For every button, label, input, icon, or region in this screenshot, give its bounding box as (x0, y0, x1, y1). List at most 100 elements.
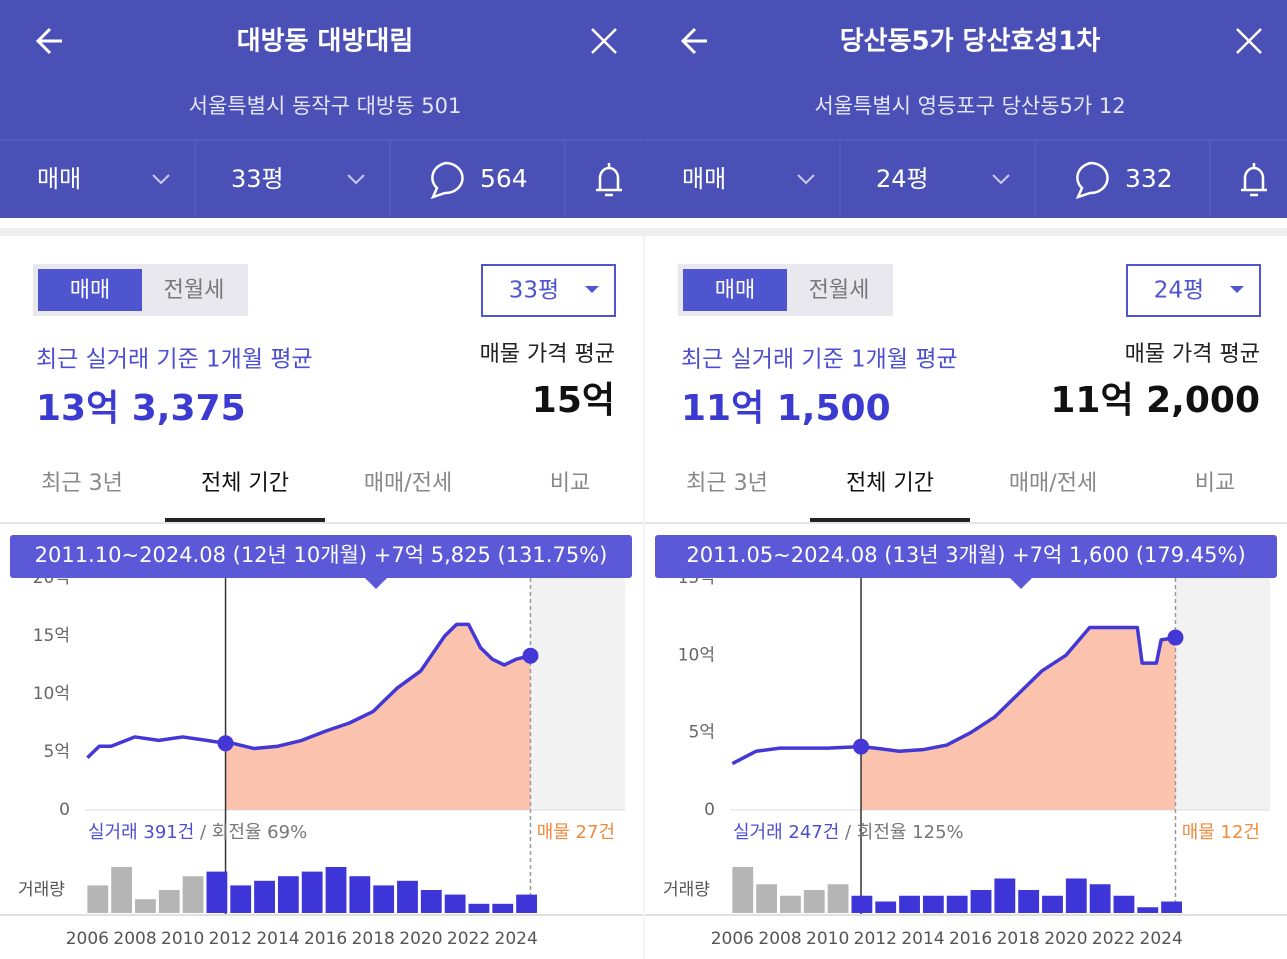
x-tick-label: 2016 (304, 929, 347, 949)
comment-count[interactable]: 332 (1125, 164, 1173, 193)
x-tick-label: 2010 (806, 929, 849, 949)
x-tick-label: 2006 (66, 929, 109, 949)
listing-price: 11억 2,000 (1050, 380, 1260, 421)
volume-bar (87, 885, 109, 913)
tab[interactable]: 전체 기간 (846, 471, 934, 496)
y-tick-label: 10억 (678, 645, 715, 665)
volume-bar (277, 876, 299, 913)
volume-bar (970, 890, 992, 913)
tab[interactable]: 비교 (550, 471, 590, 496)
x-tick-label: 2020 (399, 929, 442, 949)
segment-active (38, 269, 142, 311)
price-line (86, 622, 531, 760)
size-select[interactable]: 33평 (231, 165, 284, 193)
tooltip-bg (10, 535, 632, 578)
recent-price: 11억 1,500 (681, 388, 891, 429)
y-tick-label: 5억 (689, 723, 715, 743)
segment[interactable]: 매매 (715, 278, 755, 303)
x-tick-label: 2018 (352, 929, 395, 949)
close-button[interactable] (591, 28, 617, 54)
x-tick-label: 2008 (758, 929, 801, 949)
x-tick-label: 2014 (901, 929, 944, 949)
listing-label: 매물 가격 평균 (480, 342, 615, 367)
panel-split (643, 236, 645, 959)
volume-label: 거래량 (663, 880, 710, 900)
segment[interactable]: 매매 (70, 278, 110, 303)
tooltip-bg (655, 535, 1277, 578)
bell-icon[interactable] (1241, 163, 1267, 197)
volume-bar (182, 876, 204, 913)
turnover: / 회전율 69% (200, 822, 307, 843)
volume-bar (254, 880, 275, 913)
bell-icon[interactable] (596, 163, 622, 197)
y-tick-label: 15억 (33, 626, 70, 646)
volume-bar (1018, 890, 1040, 913)
price-line (731, 625, 1176, 766)
volume-bar (301, 871, 323, 913)
period-point (217, 735, 234, 752)
back-button[interactable] (680, 27, 707, 55)
volume-bar (803, 890, 825, 913)
y-tick-label: 0 (704, 800, 715, 820)
volume-bar (516, 894, 537, 913)
tooltip-text: 2011.10~2024.08 (12년 10개월) +7억 5,825 (13… (35, 543, 608, 567)
period-area (225, 624, 531, 810)
volume-bar (1137, 907, 1159, 913)
volume-bar (158, 890, 180, 913)
dropdown-arrow (585, 286, 599, 293)
comment-count[interactable]: 564 (480, 164, 528, 193)
volume-bar (111, 867, 133, 913)
x-tick-label: 2018 (997, 929, 1040, 949)
listing-area (530, 578, 625, 810)
volume-bar (756, 884, 778, 913)
y-tick-label: 0 (59, 800, 70, 820)
segment-active (683, 269, 787, 311)
volume-bar (230, 885, 252, 913)
x-tick-label: 2014 (256, 929, 299, 949)
x-tick-label: 2010 (161, 929, 204, 949)
x-tick-label: 2012 (854, 929, 897, 949)
volume-bar (1113, 895, 1135, 913)
volume-bar (1089, 884, 1111, 913)
turnover: / 회전율 125% (845, 822, 964, 843)
tab-underline (165, 518, 325, 522)
volume-bar (492, 903, 514, 913)
trade-select[interactable]: 매매 (682, 165, 726, 193)
comment-icon (430, 161, 464, 200)
volume-bar (851, 895, 873, 913)
tab[interactable]: 매매/전세 (1009, 471, 1097, 496)
y-tick-label: 5억 (44, 742, 70, 762)
x-tick-label: 2022 (447, 929, 490, 949)
volume-bar (994, 878, 1016, 913)
volume-bar (349, 876, 371, 913)
listing-price: 15억 (532, 380, 615, 421)
x-tick-label: 2008 (113, 929, 156, 949)
x-tick-label: 2006 (711, 929, 754, 949)
tab[interactable]: 전체 기간 (201, 471, 289, 496)
segment[interactable]: 전월세 (809, 278, 870, 303)
volume-bar (875, 901, 897, 913)
back-button[interactable] (35, 27, 62, 55)
recent-label: 최근 실거래 기준 1개월 평균 (36, 347, 313, 373)
tooltip-pointer (364, 577, 388, 589)
close-button[interactable] (1236, 28, 1262, 54)
tab[interactable]: 비교 (1195, 471, 1235, 496)
header-bg (0, 0, 1287, 218)
tab[interactable]: 매매/전세 (364, 471, 452, 496)
tab[interactable]: 최근 3년 (41, 471, 123, 496)
volume-bar (135, 899, 156, 913)
listings-count: 매물 27건 (537, 822, 615, 843)
listing-area (1175, 578, 1270, 810)
trade-select[interactable]: 매매 (37, 165, 81, 193)
volume-bar (206, 871, 228, 913)
size-select[interactable]: 24평 (876, 165, 929, 193)
x-tick-label: 2022 (1092, 929, 1135, 949)
period-point (853, 738, 870, 755)
segment[interactable]: 전월세 (164, 278, 225, 303)
tab[interactable]: 최근 3년 (686, 471, 768, 496)
x-tick-label: 2012 (209, 929, 252, 949)
chevron (347, 174, 365, 185)
recent-price: 13억 3,375 (36, 388, 246, 429)
